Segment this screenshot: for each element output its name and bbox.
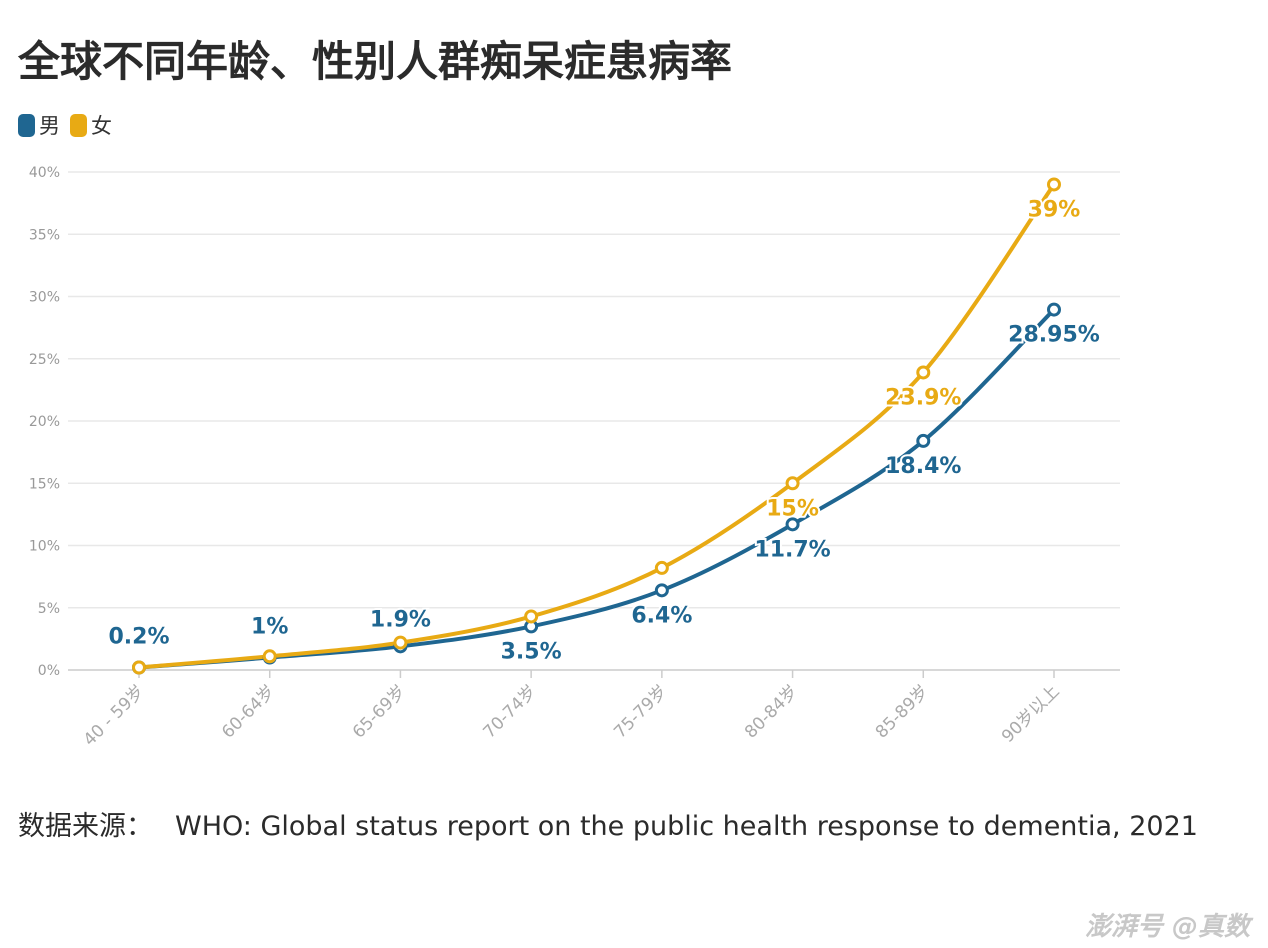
data-label-male: 0.2% bbox=[108, 625, 169, 650]
data-label-male: 3.5% bbox=[501, 639, 562, 664]
y-tick-label: 10% bbox=[29, 539, 60, 555]
data-point-female bbox=[1047, 177, 1061, 192]
x-tick-label: 75-79岁 bbox=[610, 681, 671, 742]
data-label-male: 6.4% bbox=[631, 603, 692, 628]
x-tick-label: 60-64岁 bbox=[218, 681, 279, 742]
data-point-male bbox=[916, 433, 931, 448]
y-tick-label: 15% bbox=[29, 476, 60, 492]
x-tick-label: 70-74岁 bbox=[480, 681, 541, 742]
x-tick-label: 90岁以上 bbox=[998, 681, 1064, 747]
data-label-male: 11.7% bbox=[754, 537, 830, 562]
data-point-female bbox=[916, 365, 931, 380]
y-tick-label: 5% bbox=[38, 601, 60, 617]
data-source: 数据来源： WHO: Global status report on the pu… bbox=[18, 804, 1198, 843]
legend-item-male[interactable]: 男 bbox=[18, 110, 60, 140]
data-point-female bbox=[524, 609, 539, 624]
y-tick-label: 35% bbox=[29, 227, 60, 243]
legend-label-female: 女 bbox=[91, 114, 112, 138]
data-point-male bbox=[785, 517, 800, 532]
x-tick-label: 80-84岁 bbox=[741, 681, 802, 742]
data-label-male: 28.95% bbox=[1008, 323, 1100, 348]
x-tick-label: 65-69岁 bbox=[349, 681, 410, 742]
data-label-female: 15% bbox=[766, 496, 819, 521]
chart-title: 全球不同年龄、性别人群痴呆症患病率 bbox=[18, 37, 733, 86]
series-line-female bbox=[137, 182, 1056, 670]
y-tick-label: 0% bbox=[38, 663, 60, 679]
data-label-male: 18.4% bbox=[885, 454, 961, 479]
y-tick-label: 30% bbox=[29, 290, 60, 306]
legend-label-male: 男 bbox=[39, 114, 60, 138]
chart-legend: 男 女 bbox=[18, 110, 122, 140]
legend-swatch-female bbox=[70, 113, 87, 137]
data-point-female bbox=[785, 476, 800, 491]
data-point-female bbox=[393, 635, 408, 650]
data-point-female bbox=[654, 560, 669, 575]
y-tick-label: 25% bbox=[29, 352, 60, 368]
data-label-female: 23.9% bbox=[885, 385, 961, 410]
line-chart: 0% 5% 10% 15% 20% 25% 30% 35% 40% 40 - 59岁 60-64岁 6… bbox=[29, 165, 1120, 750]
data-point-male bbox=[1047, 302, 1061, 317]
data-point-female bbox=[262, 649, 277, 664]
data-label-male: 1% bbox=[251, 615, 288, 640]
y-tick-label: 40% bbox=[29, 165, 60, 181]
x-tick-label: 85-89岁 bbox=[872, 681, 933, 742]
x-tick-label: 40 - 59岁 bbox=[80, 681, 149, 750]
data-point-male bbox=[654, 583, 669, 598]
data-label-male: 1.9% bbox=[370, 607, 431, 632]
legend-swatch-male bbox=[18, 113, 35, 137]
data-label-female: 39% bbox=[1028, 197, 1081, 222]
y-tick-label: 20% bbox=[29, 414, 60, 430]
source-label: 数据来源： bbox=[18, 811, 153, 842]
data-point-female bbox=[132, 660, 146, 675]
watermark: 澎湃号 @真数 bbox=[1084, 912, 1250, 942]
source-text: WHO: Global status report on the public … bbox=[175, 811, 1198, 842]
legend-item-female[interactable]: 女 bbox=[70, 110, 112, 140]
